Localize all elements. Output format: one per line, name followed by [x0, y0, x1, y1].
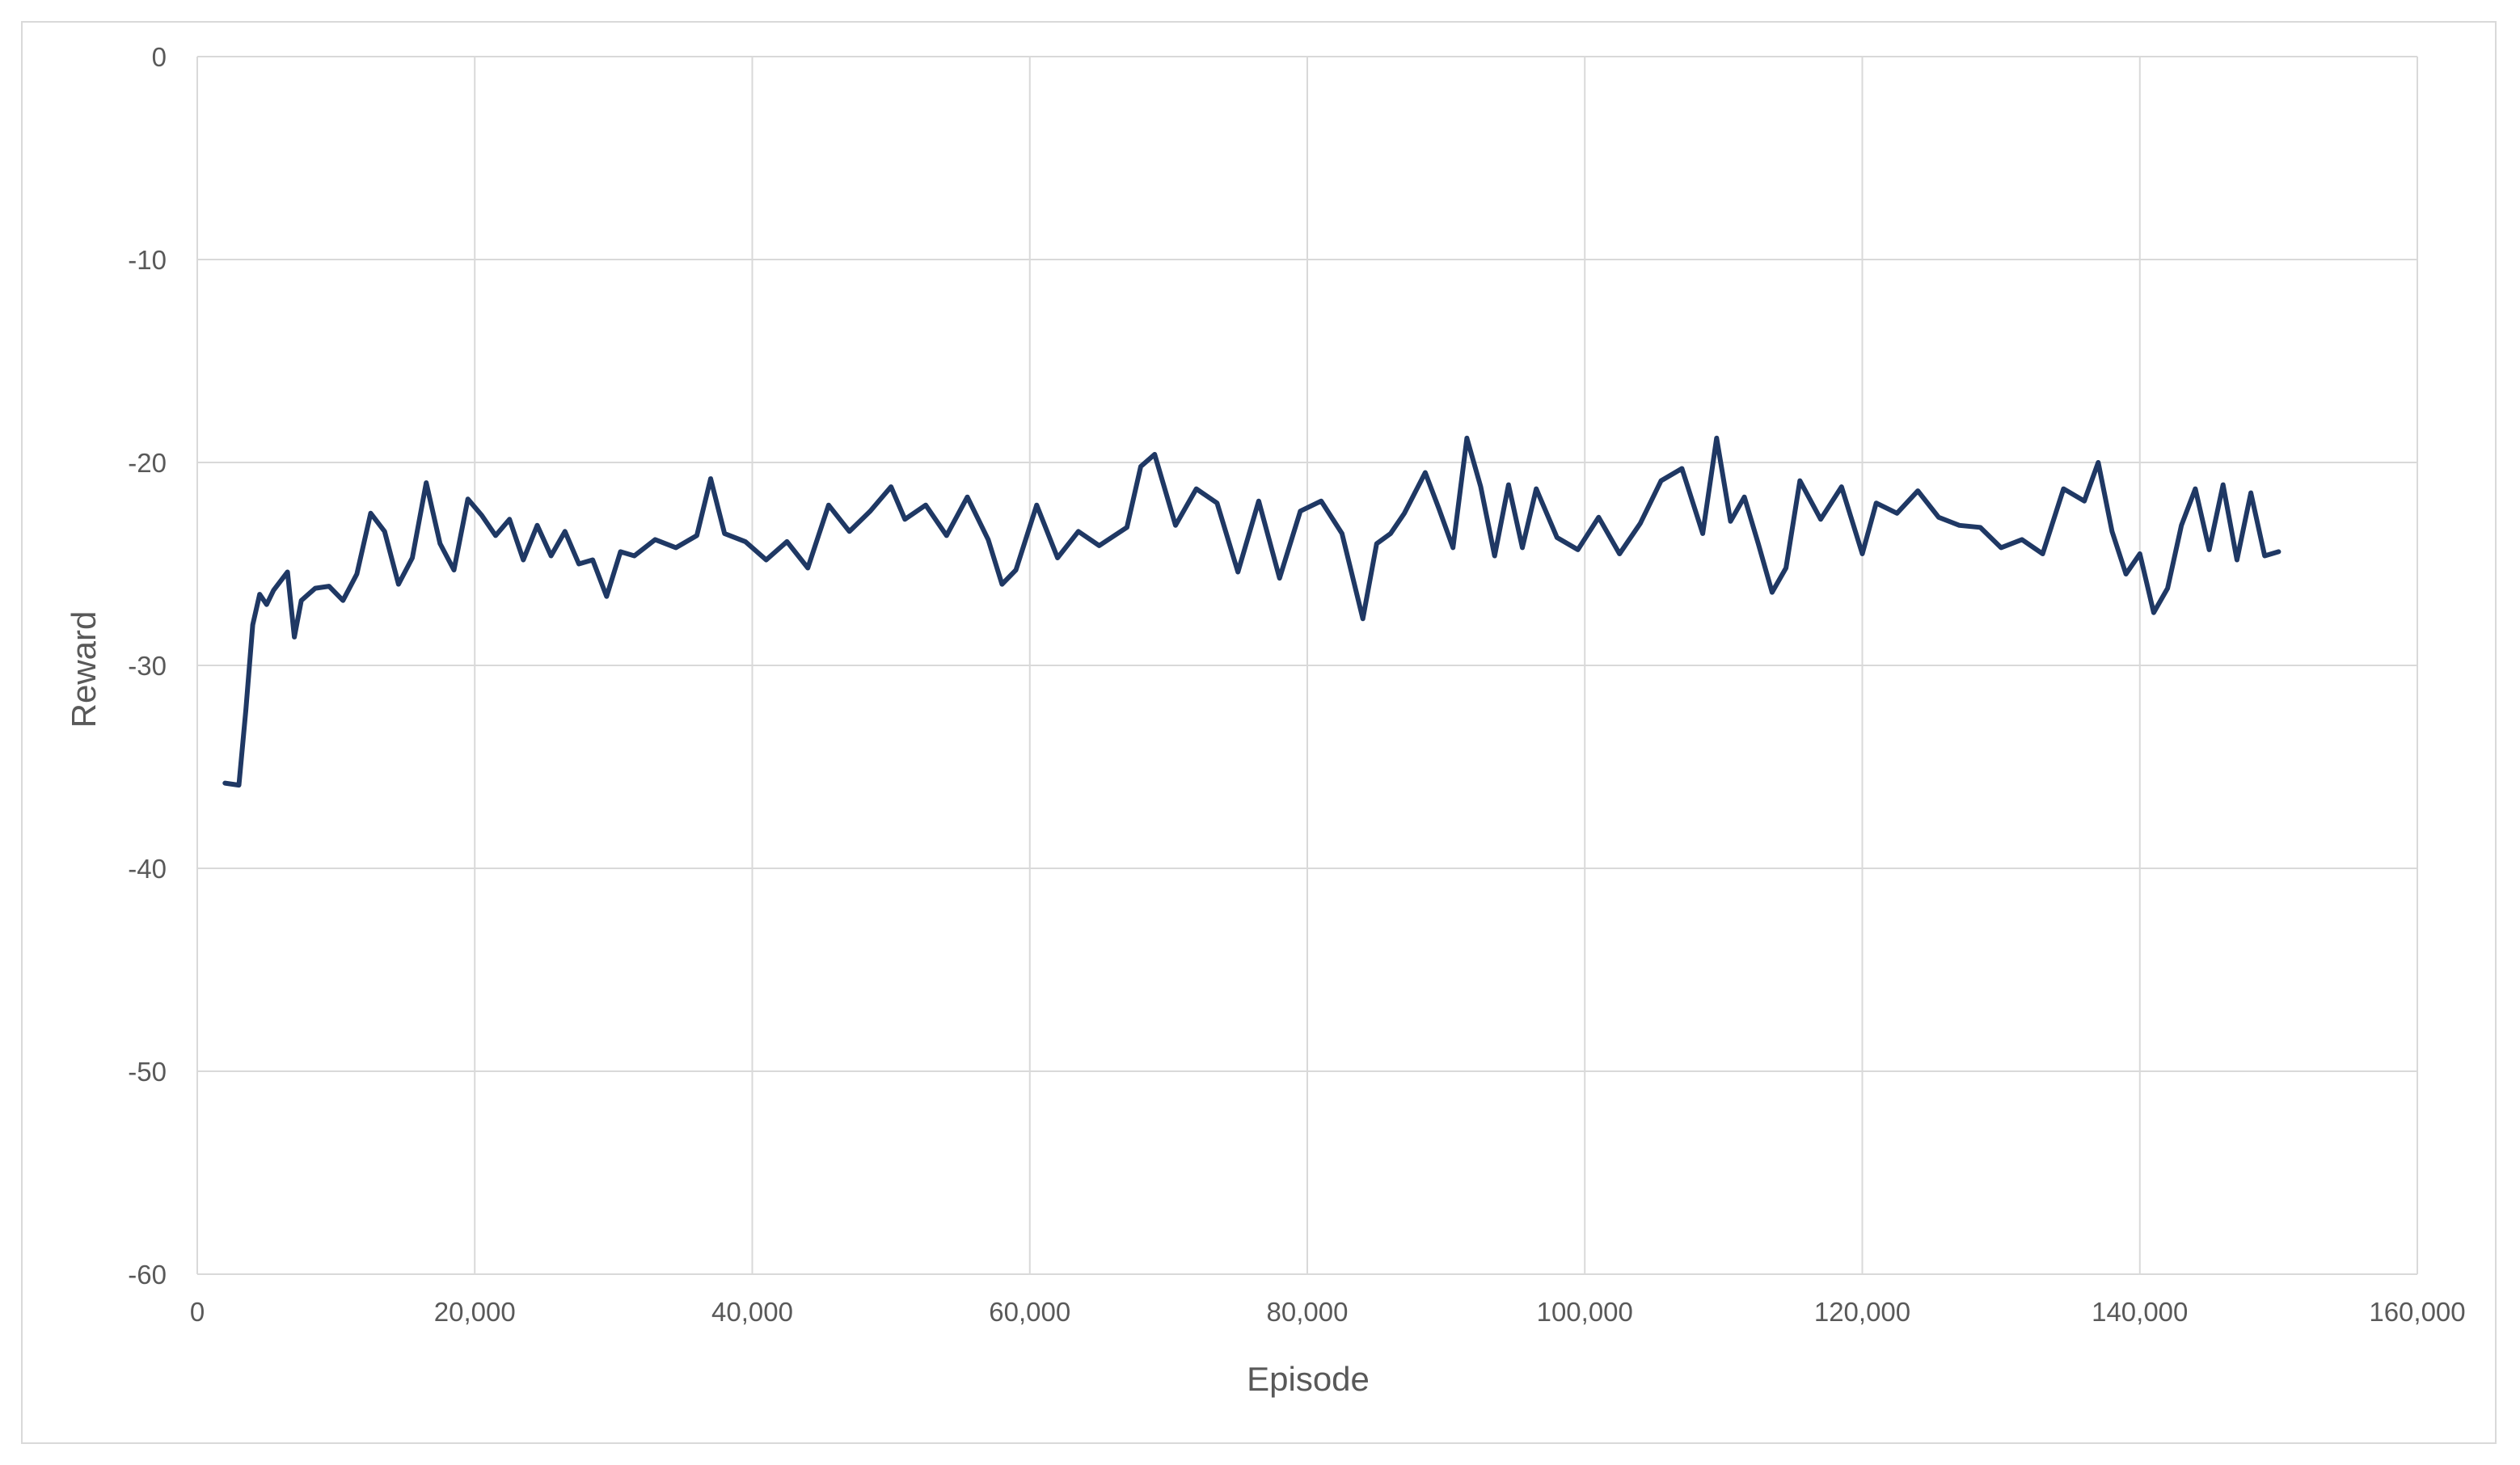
y-axis-title: Reward — [65, 611, 103, 728]
y-tick-label: 0 — [152, 42, 167, 72]
y-tick-label: -20 — [128, 448, 167, 478]
x-tick-label: 100,000 — [1537, 1297, 1633, 1327]
axes — [196, 57, 2417, 1275]
x-tick-label: 160,000 — [2369, 1297, 2465, 1327]
x-tick-label: 120,000 — [1814, 1297, 1910, 1327]
series-layer — [222, 435, 2282, 788]
y-tick-label: -50 — [128, 1057, 167, 1087]
y-tick-label: -60 — [128, 1260, 167, 1290]
tick-labels: 0 20,000 40,000 60,000 80,000 100,000 120,000 1… — [128, 42, 2465, 1327]
y-tick-label: -40 — [128, 854, 167, 884]
x-tick-label: 0 — [190, 1297, 205, 1327]
x-tick-label: 60,000 — [989, 1297, 1070, 1327]
x-tick-label: 80,000 — [1267, 1297, 1349, 1327]
series-line — [222, 435, 2282, 788]
chart-frame — [21, 21, 2497, 1444]
x-tick-label: 20,000 — [434, 1297, 516, 1327]
y-tick-label: -10 — [128, 245, 167, 275]
gridlines — [197, 56, 2418, 1274]
y-tick-label: -30 — [128, 651, 167, 681]
x-axis-title: Episode — [1247, 1360, 1370, 1398]
x-tick-label: 40,000 — [711, 1297, 793, 1327]
x-tick-label: 140,000 — [2092, 1297, 2188, 1327]
